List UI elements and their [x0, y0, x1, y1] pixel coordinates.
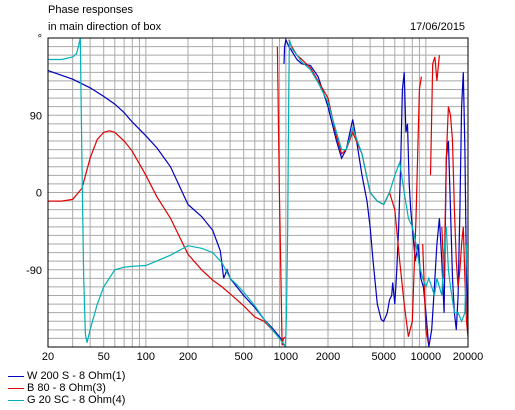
series-2-line-0: [48, 130, 277, 335]
legend-swatch-2: [8, 387, 24, 389]
legend-entry-1: W 200 S - 8 Ohm(1): [8, 370, 125, 382]
series-2-line-3: [422, 243, 429, 343]
x-tick-label-2: 100: [137, 351, 155, 363]
chart-title-line2: in main direction of box: [48, 21, 162, 33]
x-tick-label-1: 50: [98, 351, 110, 363]
legend-label-1: W 200 S - 8 Ohm(1): [27, 370, 126, 382]
x-tick-label-5: 1000: [274, 351, 298, 363]
legend-label-2: B 80 - 8 Ohm(3): [27, 382, 106, 394]
y-unit-label: °: [38, 33, 42, 45]
y-tick-label-2: -90: [26, 265, 42, 277]
x-tick-label-6: 2000: [316, 351, 340, 363]
x-tick-label-9: 20000: [453, 351, 484, 363]
y-tick-label-1: 0: [36, 188, 42, 200]
legend-entry-2: B 80 - 8 Ohm(3): [8, 382, 106, 394]
series-layer: [47, 37, 469, 348]
plot-frame: [47, 37, 469, 348]
y-tick-label-0: 90: [30, 110, 42, 122]
axes-layer: 90 0 -90 ° 20 50 100 200 500 1000 2000 5000 10000 200…: [26, 33, 483, 363]
series-1-line-1: [283, 37, 469, 348]
series-2-line-2: [288, 39, 422, 337]
x-tick-label-7: 5000: [371, 351, 395, 363]
series-2-line-1: [276, 46, 287, 346]
x-tick-label-0: 20: [42, 351, 54, 363]
legend-swatch-1: [8, 375, 24, 377]
series-2-line-4: [429, 55, 440, 176]
legend-swatch-3: [8, 399, 24, 401]
x-tick-label-4: 500: [235, 351, 253, 363]
x-tick-label-3: 200: [179, 351, 197, 363]
x-tick-label-8: 10000: [411, 351, 442, 363]
legend-label-3: G 20 SC - 8 Ohm(4): [27, 394, 126, 406]
chart-title-line1: Phase responses: [48, 4, 133, 16]
series-2-line-5: [441, 106, 469, 337]
series-3-line-0: [48, 37, 468, 348]
legend-entry-3: G 20 SC - 8 Ohm(4): [8, 394, 125, 406]
chart-date: 17/06/2015: [410, 21, 466, 33]
